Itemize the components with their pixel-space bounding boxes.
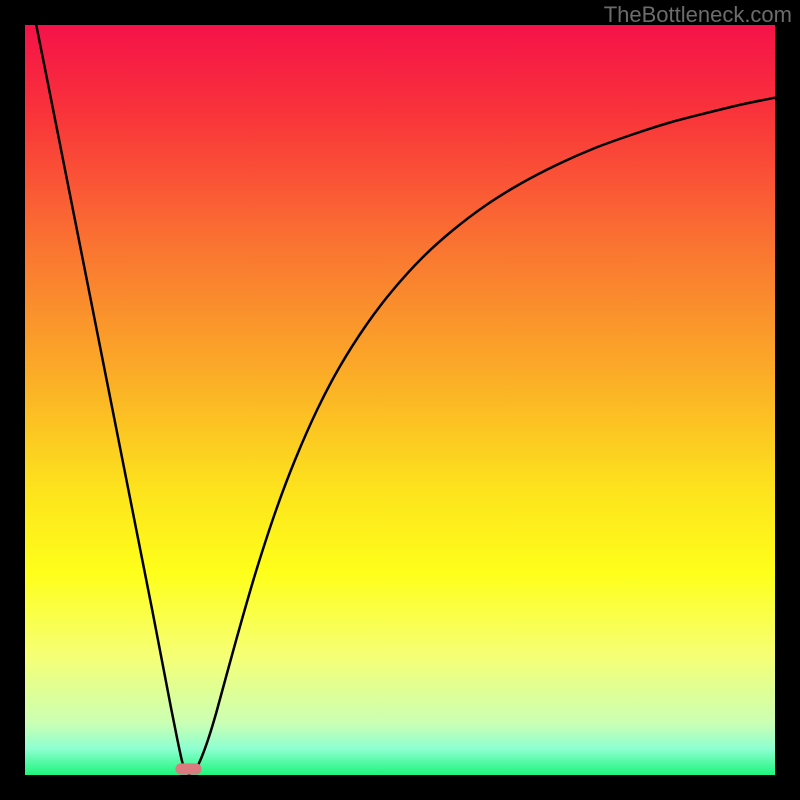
plot-area xyxy=(25,25,775,775)
curve-layer xyxy=(25,25,775,775)
chart-frame: TheBottleneck.com xyxy=(0,0,800,800)
minimum-marker xyxy=(175,763,201,774)
bottleneck-curve xyxy=(36,25,775,774)
watermark-text: TheBottleneck.com xyxy=(604,2,792,28)
